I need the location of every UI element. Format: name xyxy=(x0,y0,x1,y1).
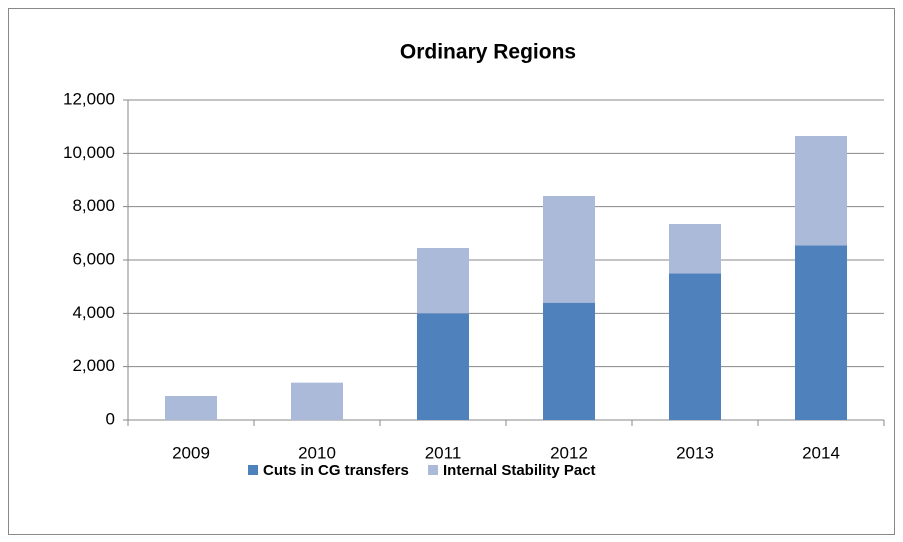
y-tick-label: 4,000 xyxy=(72,303,115,322)
y-tick-label: 2,000 xyxy=(72,356,115,375)
legend-swatch xyxy=(248,465,258,475)
bar-segment xyxy=(165,396,217,420)
bar-segment xyxy=(669,273,721,420)
x-tick-label: 2014 xyxy=(802,443,840,462)
bar-segment xyxy=(417,248,469,314)
bar-segment xyxy=(795,136,847,246)
bar-segment xyxy=(543,302,595,420)
chart-title: Ordinary Regions xyxy=(400,41,576,64)
bar-segment xyxy=(291,382,343,420)
y-tick-label: 8,000 xyxy=(72,196,115,215)
bar-segment xyxy=(543,196,595,303)
bar-segment xyxy=(795,245,847,420)
y-tick-label: 0 xyxy=(106,409,115,428)
bar-segment xyxy=(417,313,469,420)
y-tick-label: 6,000 xyxy=(72,249,115,268)
legend-swatch xyxy=(428,465,438,475)
y-tick-label: 12,000 xyxy=(63,89,115,108)
x-tick-label: 2013 xyxy=(676,443,714,462)
y-tick-label: 10,000 xyxy=(63,143,115,162)
bar-segment xyxy=(669,224,721,274)
legend-label: Internal Stability Pact xyxy=(443,462,596,479)
x-tick-label: 2011 xyxy=(425,443,462,462)
legend-label: Cuts in CG transfers xyxy=(263,462,409,479)
x-tick-label: 2009 xyxy=(172,443,210,462)
x-tick-label: 2012 xyxy=(550,443,588,462)
x-tick-label: 2010 xyxy=(298,443,336,462)
